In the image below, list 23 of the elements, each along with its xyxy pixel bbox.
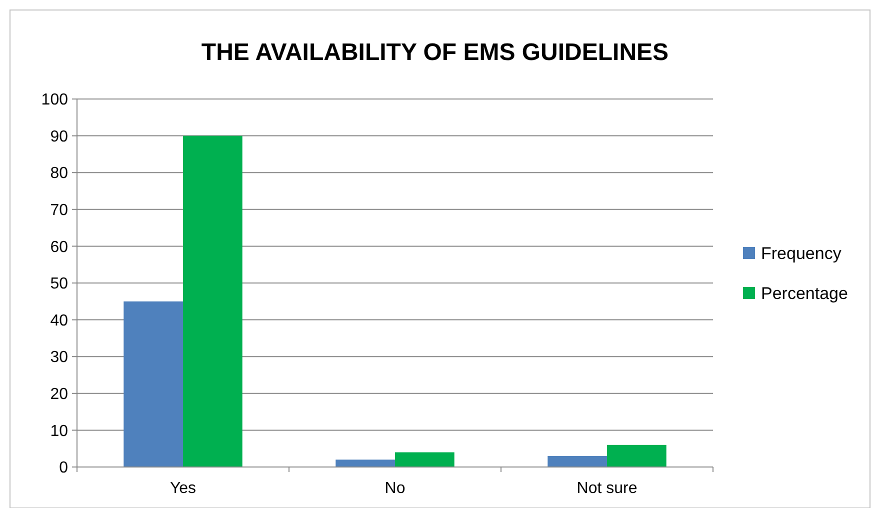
bar [336, 460, 395, 467]
y-tick-label: 60 [50, 238, 68, 256]
y-tick-label: 30 [50, 349, 68, 366]
bar [183, 136, 242, 467]
y-tick-label: 90 [50, 128, 68, 146]
y-tick-label: 10 [50, 422, 68, 440]
x-tick-label: Not sure [576, 480, 638, 497]
chart-title: THE AVAILABILITY OF EMS GUIDELINES [201, 39, 669, 66]
bar [548, 456, 607, 467]
x-tick-label: Yes [170, 480, 196, 497]
legend-label: Frequency [761, 244, 842, 263]
x-tick-label: No [384, 480, 406, 497]
y-tick-label: 80 [50, 165, 68, 182]
y-tick-label: 70 [50, 202, 68, 219]
legend-label: Percentage [761, 284, 848, 303]
y-tick-label: 50 [50, 276, 68, 293]
bar [607, 444, 666, 467]
y-tick-label: 0 [59, 460, 68, 477]
bar [395, 452, 454, 467]
y-tick-label: 100 [41, 92, 68, 109]
y-tick-label: 40 [50, 312, 68, 330]
y-tick-label: 20 [50, 386, 68, 403]
bar [124, 301, 183, 467]
